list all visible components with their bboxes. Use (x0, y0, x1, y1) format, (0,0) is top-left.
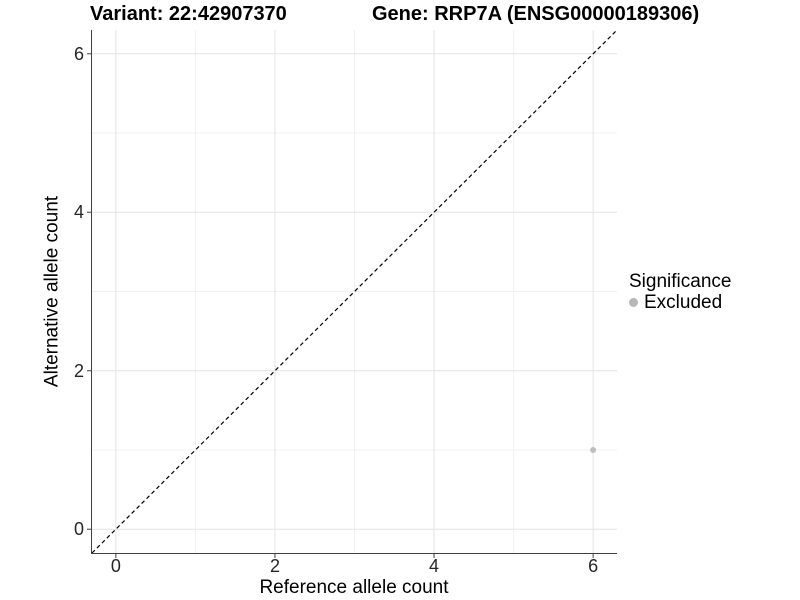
identity-line (91, 29, 618, 554)
x-tick-label: 0 (110, 556, 121, 576)
x-tick-label: 6 (588, 556, 599, 576)
data-point (590, 446, 597, 453)
legend-items: Excluded (629, 292, 731, 313)
variant-title: Variant: 22:42907370 (90, 3, 287, 25)
y-tick-label: 4 (73, 202, 84, 223)
y-tick-label: 6 (73, 43, 84, 64)
legend-title: Significance (629, 271, 732, 292)
plot-panel-canvas (87, 29, 618, 558)
x-axis-title: Reference allele count (259, 577, 449, 598)
y-axis-title: Alternative allele count (41, 195, 63, 388)
legend: Significance Excluded (629, 271, 731, 313)
y-tick-label: 0 (73, 519, 84, 540)
legend-item-excluded: Excluded (629, 292, 731, 313)
y-tick-label: 2 (73, 360, 84, 381)
gene-title: Gene: RRP7A (ENSG00000189306) (372, 3, 700, 25)
x-tick-label: 4 (429, 556, 440, 576)
legend-item-label: Excluded (644, 291, 723, 313)
x-tick-label: 2 (269, 556, 280, 576)
legend-key-dot-icon (629, 298, 638, 307)
